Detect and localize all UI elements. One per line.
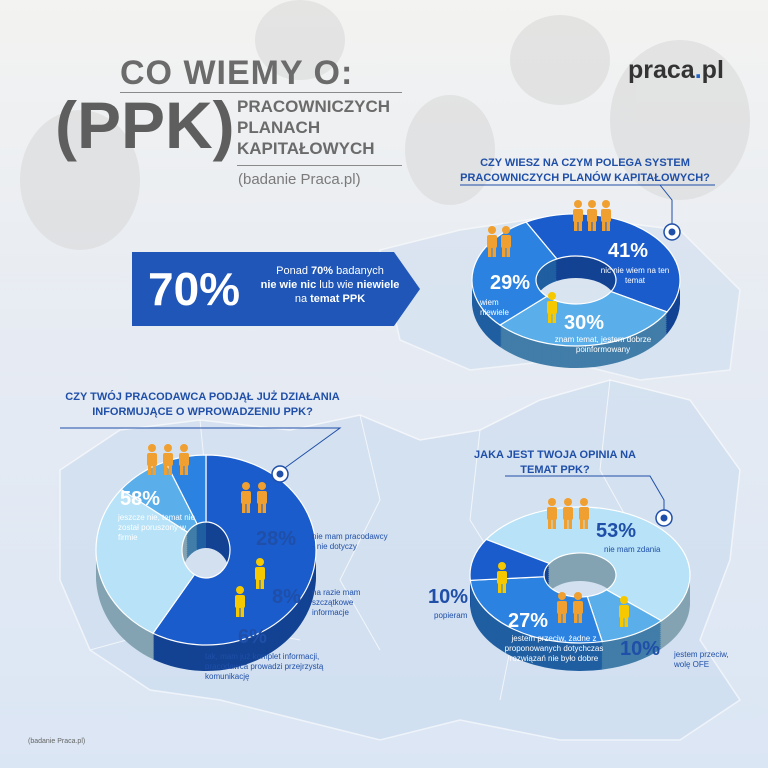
person-icon bbox=[163, 444, 173, 475]
chart1-slice-1 bbox=[498, 290, 669, 347]
banner-text-2: badanych bbox=[333, 265, 384, 277]
person-icon bbox=[619, 596, 629, 627]
logo: praca.pl bbox=[628, 56, 724, 85]
person-icon bbox=[501, 226, 511, 257]
chart2-value-3: 6% bbox=[238, 626, 267, 648]
subtitle-line2: PLANACH bbox=[237, 118, 321, 137]
title-subtitle: PRACOWNICZYCH PLANACH KAPITAŁOWYCH bbox=[237, 96, 390, 159]
chart1-callout-marker bbox=[663, 223, 681, 241]
person-icon bbox=[147, 444, 157, 475]
chart1-title: CZY WIESZ NA CZYM POLEGA SYSTEM PRACOWNI… bbox=[460, 157, 710, 184]
person-icon bbox=[573, 200, 583, 231]
banner-text: Ponad 70% badanych nie wie nic lub wie n… bbox=[250, 264, 410, 306]
chart2-value-0: 58% bbox=[120, 488, 161, 510]
logo-tld: pl bbox=[701, 56, 724, 84]
person-icon bbox=[563, 498, 573, 529]
person-icon bbox=[601, 200, 611, 231]
chart1-value-1: 30% bbox=[564, 312, 605, 334]
chart2-label-0: jeszcze nie, temat nie został poruszony … bbox=[118, 513, 195, 542]
person-icon bbox=[487, 226, 497, 257]
chart3-slice-3 bbox=[469, 538, 551, 581]
chart1-callout-line2 bbox=[659, 184, 673, 228]
chart1-label-2: wiem niewiele bbox=[480, 298, 509, 317]
chart3-callout-marker bbox=[655, 509, 673, 527]
chart3-value-0: 53% bbox=[596, 520, 637, 542]
person-icon bbox=[255, 558, 265, 589]
person-icon bbox=[257, 482, 267, 513]
chart2-callout-marker bbox=[271, 465, 289, 483]
chart2-value-1: 28% bbox=[256, 528, 297, 550]
title-divider bbox=[120, 92, 402, 93]
chart1-value-0: 41% bbox=[608, 240, 649, 262]
person-icon bbox=[547, 292, 557, 323]
subtitle-divider bbox=[237, 165, 402, 166]
source-note: (badanie Praca.pl) bbox=[238, 171, 361, 188]
person-icon bbox=[557, 592, 567, 623]
chart1-label-1: znam temat, jestem dobrze poinformowany bbox=[554, 335, 652, 354]
person-icon bbox=[547, 498, 557, 529]
chart3-value-2: 27% bbox=[508, 610, 549, 632]
footer-source: (badanie Praca.pl) bbox=[28, 738, 86, 745]
chart2-title: CZY TWÓJ PRACODAWCA PODJĄŁ JUŻ DZIAŁANIA… bbox=[65, 391, 340, 418]
chart2-callout-line bbox=[60, 427, 342, 471]
chart3-label-2: jestem przeciw, żadne z proponowanych do… bbox=[504, 634, 604, 663]
person-icon bbox=[579, 498, 589, 529]
chart2-slice-0 bbox=[152, 454, 317, 646]
chart3-callout-line bbox=[505, 475, 665, 512]
banner-text-1: Ponad bbox=[276, 265, 312, 277]
chart1-label-0: nic nie wiem na ten temat bbox=[600, 266, 670, 285]
chart2-slice-3 bbox=[164, 454, 207, 525]
banner-text-3: lub wie bbox=[316, 279, 357, 291]
logo-main: praca bbox=[628, 56, 695, 84]
banner-text-b1: 70% bbox=[311, 265, 334, 277]
title-ppk: (PPK) bbox=[55, 88, 235, 162]
title-line1: CO WIEMY O: bbox=[120, 54, 354, 92]
logo-dot: . bbox=[694, 56, 702, 84]
chart3-title: JAKA JEST TWOJA OPINIA NA TEMAT PPK? bbox=[474, 449, 636, 476]
highlight-banner bbox=[132, 252, 394, 326]
chart3-label-3: popieram bbox=[434, 611, 468, 620]
banner-value: 70% bbox=[148, 263, 241, 315]
chart2-slice-1 bbox=[95, 488, 196, 635]
chart3-value-1: 10% bbox=[620, 638, 661, 660]
person-icon bbox=[179, 444, 189, 475]
chart3-value-3: 10% bbox=[428, 586, 469, 608]
chart3-label-1: jestem przeciw, wolę OFE bbox=[674, 650, 729, 669]
highlight-banner-arrow bbox=[394, 252, 420, 326]
chart2-label-1: nie mam pracodawcy - nie dotyczy bbox=[312, 532, 388, 551]
person-icon bbox=[497, 562, 507, 593]
person-icon bbox=[235, 586, 245, 617]
chart2-label-3: tak, mam już komplet informacji, pracoda… bbox=[205, 652, 324, 681]
subtitle-line3: KAPITAŁOWYCH bbox=[237, 139, 375, 158]
chart3-label-0: nie mam zdania bbox=[604, 545, 661, 554]
chart2-donut bbox=[95, 454, 317, 671]
person-icon bbox=[587, 200, 597, 231]
person-icon bbox=[241, 482, 251, 513]
banner-text-4: na bbox=[294, 293, 311, 305]
chart3-donut bbox=[469, 506, 691, 671]
chart1-value-2: 29% bbox=[490, 272, 531, 294]
chart2-value-2: 8% bbox=[272, 586, 301, 608]
banner-text-b4: temat PPK bbox=[310, 293, 366, 305]
banner-text-b3: niewiele bbox=[356, 279, 400, 291]
banner-text-b2: nie wie nic bbox=[260, 279, 317, 291]
chart2-label-2: na razie mam szczątkowe informacje bbox=[312, 588, 361, 617]
person-icon bbox=[573, 592, 583, 623]
subtitle-line1: PRACOWNICZYCH bbox=[237, 97, 390, 116]
